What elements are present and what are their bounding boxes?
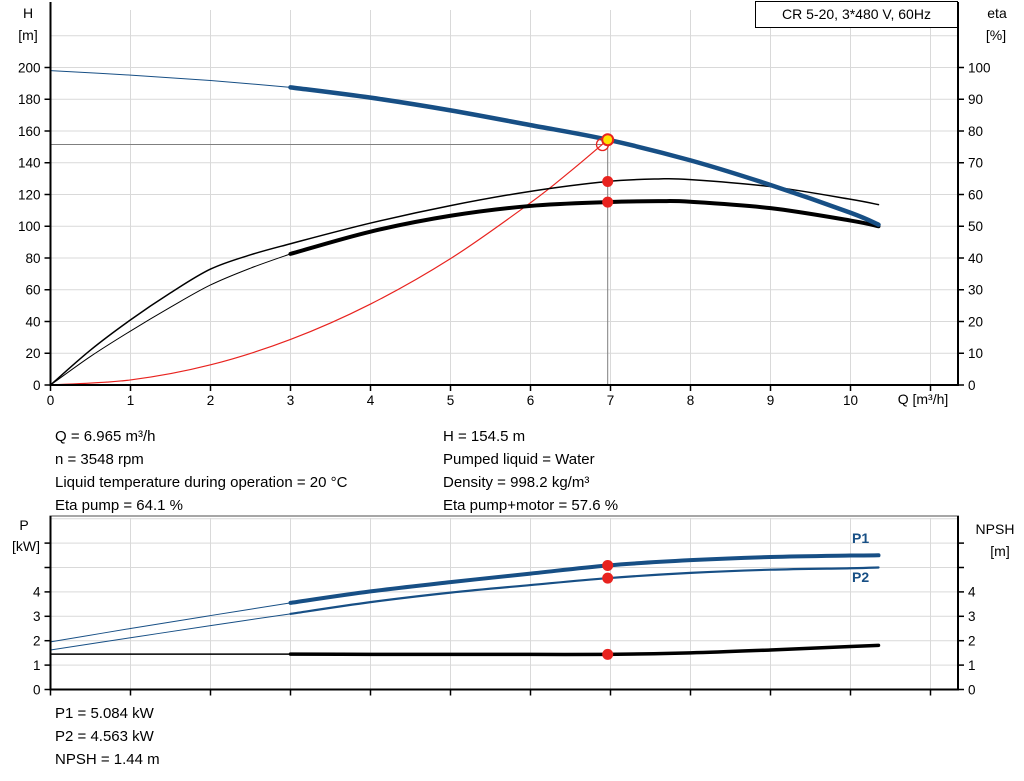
marker-p1-point (602, 559, 614, 571)
y-tick-label-right: 80 (968, 124, 983, 139)
y-tick-label-left: 140 (18, 156, 41, 171)
x-tick-label: 4 (367, 393, 375, 408)
y-tick-label-right: 40 (968, 251, 983, 266)
info-line-temp: Liquid temperature during operation = 20… (55, 474, 348, 491)
info-line-eta-pump: Eta pump = 64.1 % (55, 497, 183, 514)
y-tick-label-right: 4 (968, 585, 976, 600)
marker-eta-pump-motor-point (602, 196, 614, 208)
results-block: P1 = 5.084 kW P2 = 4.563 kW NPSH = 1.44 … (55, 702, 160, 771)
marker-npsh-point (602, 648, 614, 660)
p2-curve-label: P2 (852, 569, 870, 585)
y-tick-label-left: 40 (25, 314, 40, 329)
h-axis-title: H (22, 5, 34, 21)
y-tick-label-left: 200 (18, 60, 41, 75)
eta-axis-unit: [%] (985, 27, 1007, 43)
npsh-axis-unit: [m] (990, 543, 1010, 559)
x-tick-label: 10 (843, 393, 858, 408)
curve-system-curve (49, 139, 609, 386)
info-line-h: H = 154.5 m (443, 428, 526, 445)
marker-eta-pump-point (602, 175, 614, 187)
x-tick-label: 8 (687, 393, 695, 408)
p1-curve-label: P1 (852, 530, 870, 546)
curve-eta-pump (49, 177, 880, 386)
y-tick-label-left: 0 (33, 682, 41, 697)
p-axis-title: P (19, 517, 29, 533)
curve-p1-extension (50, 602, 291, 643)
curve-eta-pump-motor-extension (50, 253, 291, 386)
y-tick-label-left: 160 (18, 124, 41, 139)
y-tick-label-right: 90 (968, 92, 983, 107)
y-tick-label-right: 70 (968, 156, 983, 171)
y-tick-label-right: 2 (968, 634, 976, 649)
q-axis-title: Q [m³/h] (897, 391, 949, 407)
y-tick-label-right: 1 (968, 658, 976, 673)
y-tick-label-right: 30 (968, 283, 983, 298)
result-line-p2: P2 = 4.563 kW (55, 728, 154, 745)
marker-p2-point (602, 572, 614, 584)
y-tick-label-right: 50 (968, 219, 983, 234)
eta-axis-title: eta (987, 5, 1007, 21)
info-line-density: Density = 998.2 kg/m³ (443, 474, 590, 491)
x-tick-label: 9 (767, 393, 775, 408)
curve-npsh (288, 643, 881, 657)
p-axis-unit: [kW] (12, 538, 40, 554)
x-tick-label: 7 (607, 393, 615, 408)
curve-p2-extension (50, 613, 291, 651)
y-tick-label-right: 3 (968, 609, 976, 624)
info-line-q: Q = 6.965 m³/h (55, 428, 156, 445)
y-tick-label-right: 10 (968, 346, 983, 361)
curve-head-extension (50, 70, 291, 88)
y-tick-label-left: 0 (33, 378, 41, 393)
y-tick-label-right: 20 (968, 314, 983, 329)
curve-eta-pump-motor (288, 199, 881, 256)
y-tick-label-left: 120 (18, 187, 41, 202)
operating-point-info-left: Q = 6.965 m³/h n = 3548 rpm Liquid tempe… (55, 425, 347, 517)
h-axis-unit: [m] (18, 27, 38, 43)
info-line-n: n = 3548 rpm (55, 451, 144, 468)
x-tick-label: 3 (287, 393, 295, 408)
y-tick-label-right: 60 (968, 187, 983, 202)
y-tick-label-left: 2 (33, 634, 41, 649)
result-line-npsh: NPSH = 1.44 m (55, 751, 160, 768)
y-tick-label-left: 60 (25, 283, 40, 298)
y-tick-label-right: 0 (968, 682, 976, 697)
x-tick-label: 2 (207, 393, 215, 408)
y-tick-label-left: 100 (18, 219, 41, 234)
marker-duty-point (601, 133, 615, 147)
npsh-axis-title: NPSH (975, 521, 1015, 537)
y-tick-label-left: 20 (25, 346, 40, 361)
y-tick-label-left: 180 (18, 92, 41, 107)
operating-point-info-right: H = 154.5 m Pumped liquid = Water Densit… (443, 425, 618, 517)
y-tick-label-left: 80 (25, 251, 40, 266)
info-line-eta-total: Eta pump+motor = 57.6 % (443, 497, 619, 514)
x-tick-label: 5 (447, 393, 455, 408)
x-tick-label: 1 (127, 393, 135, 408)
y-tick-label-right: 0 (968, 378, 976, 393)
y-tick-label-left: 3 (33, 609, 41, 624)
x-tick-label: 0 (47, 393, 55, 408)
pump-title-box: CR 5-20, 3*480 V, 60Hz (755, 1, 958, 28)
x-tick-label: 6 (527, 393, 535, 408)
info-line-liquid: Pumped liquid = Water (443, 451, 595, 468)
y-tick-label-left: 1 (33, 658, 41, 673)
y-tick-label-right: 100 (968, 60, 991, 75)
result-line-p1: P1 = 5.084 kW (55, 705, 154, 722)
y-tick-label-left: 4 (33, 585, 41, 600)
